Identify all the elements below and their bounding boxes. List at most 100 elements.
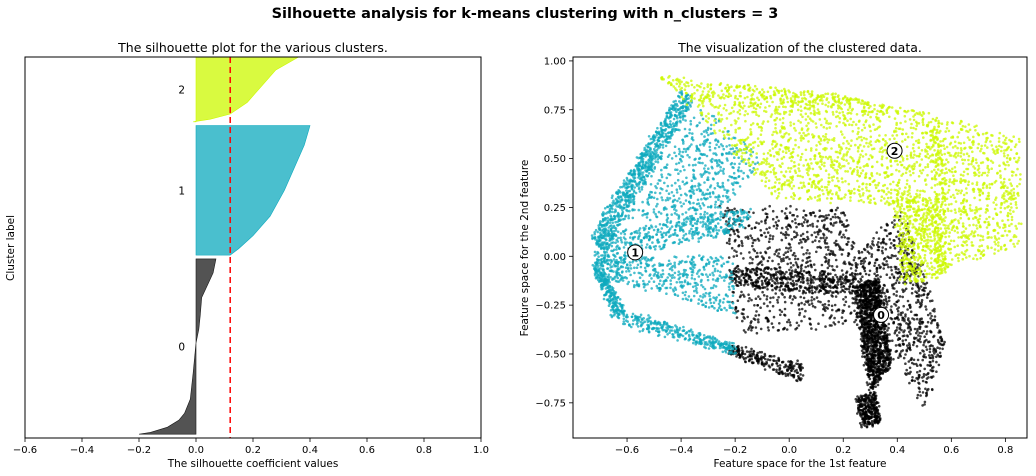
scatter-point xyxy=(872,406,875,409)
scatter-point xyxy=(736,210,740,214)
scatter-point xyxy=(873,272,876,276)
scatter-point xyxy=(789,282,793,285)
scatter-point xyxy=(753,304,756,307)
scatter-point xyxy=(914,362,918,366)
scatter-point xyxy=(735,254,739,257)
scatter-point xyxy=(889,356,893,359)
scatter-point xyxy=(748,215,752,219)
scatter-point xyxy=(763,231,766,235)
scatter-point xyxy=(898,295,902,298)
scatter-point xyxy=(778,289,782,292)
scatter-point xyxy=(658,223,662,226)
scatter-point xyxy=(779,313,782,317)
scatter-point xyxy=(648,245,652,248)
scatter-point xyxy=(623,229,627,233)
scatter-point xyxy=(706,278,710,282)
scatter-point xyxy=(662,245,666,249)
scatter-point xyxy=(895,294,898,297)
scatter-point xyxy=(916,371,919,374)
scatter-point xyxy=(787,288,790,292)
scatter-point xyxy=(643,163,647,167)
scatter-point xyxy=(854,269,858,272)
scatter-point xyxy=(869,357,873,361)
scatter-point xyxy=(892,357,895,361)
scatter-point xyxy=(598,236,601,239)
scatter-point xyxy=(922,273,925,276)
scatter-point xyxy=(870,335,874,339)
scatter-point xyxy=(652,170,655,173)
scatter-point xyxy=(789,204,792,208)
scatter-point xyxy=(918,331,921,335)
scatter-point xyxy=(875,344,879,347)
scatter-point xyxy=(746,268,750,271)
scatter-point xyxy=(627,182,631,186)
scatter-point xyxy=(870,316,873,320)
scatter-point xyxy=(791,298,795,301)
scatter-point xyxy=(855,323,859,327)
scatter-point xyxy=(895,334,899,337)
scatter-point xyxy=(868,269,872,273)
scatter-point xyxy=(736,299,740,303)
scatter-point xyxy=(799,378,802,382)
scatter-point xyxy=(714,236,718,239)
scatter-point xyxy=(784,251,787,254)
scatter-point xyxy=(680,240,684,244)
scatter-point xyxy=(872,385,875,388)
scatter-point xyxy=(924,356,928,359)
scatter-point xyxy=(646,168,649,172)
scatter-point xyxy=(832,291,835,294)
scatter-point xyxy=(607,230,611,233)
scatter-point xyxy=(613,217,617,221)
scatter-point xyxy=(624,215,627,218)
scatter-point xyxy=(796,371,799,375)
scatter-point xyxy=(804,265,807,269)
scatter-point xyxy=(782,232,785,236)
scatter-point xyxy=(632,175,635,178)
scatter-point xyxy=(885,303,889,306)
scatter-point xyxy=(812,297,816,301)
scatter-point xyxy=(735,279,738,283)
scatter-point xyxy=(893,239,896,242)
scatter-point xyxy=(775,359,778,363)
scatter-point xyxy=(886,338,889,342)
scatter-point xyxy=(868,306,872,310)
scatter-point xyxy=(928,350,932,354)
scatter-point xyxy=(703,213,706,216)
scatter-point xyxy=(614,241,617,244)
scatter-point xyxy=(678,224,681,228)
scatter-point xyxy=(623,217,626,221)
scatter-point xyxy=(921,321,925,324)
scatter-point xyxy=(908,321,912,325)
scatter-point xyxy=(874,385,877,389)
scatter-point xyxy=(869,415,872,419)
scatter-point xyxy=(611,221,614,224)
scatter-point xyxy=(831,215,835,219)
scatter-point xyxy=(759,251,762,255)
scatter-point xyxy=(743,352,747,356)
scatter-point xyxy=(890,242,893,245)
scatter-point xyxy=(750,227,754,230)
scatter-point xyxy=(801,224,804,228)
scatter-point xyxy=(870,304,874,307)
scatter-point xyxy=(854,265,858,269)
scatter-point xyxy=(925,332,928,336)
scatter-point xyxy=(872,401,876,405)
scatter-point xyxy=(685,97,689,101)
scatter-point xyxy=(681,104,685,108)
scatter-point xyxy=(776,364,780,368)
scatter-point xyxy=(838,248,842,251)
scatter-point xyxy=(622,182,625,185)
scatter-point xyxy=(747,210,751,214)
scatter-point xyxy=(833,221,836,225)
scatter-point xyxy=(809,263,813,267)
scatter-point xyxy=(636,231,639,235)
scatter-point xyxy=(659,279,662,283)
scatter-point xyxy=(781,372,785,375)
scatter-point xyxy=(782,327,785,331)
scatter-point xyxy=(790,238,794,241)
scatter-point xyxy=(615,252,619,255)
scatter-point xyxy=(726,206,729,210)
scatter-point xyxy=(813,290,817,294)
scatter-point xyxy=(884,347,888,351)
scatter-point xyxy=(886,349,890,353)
